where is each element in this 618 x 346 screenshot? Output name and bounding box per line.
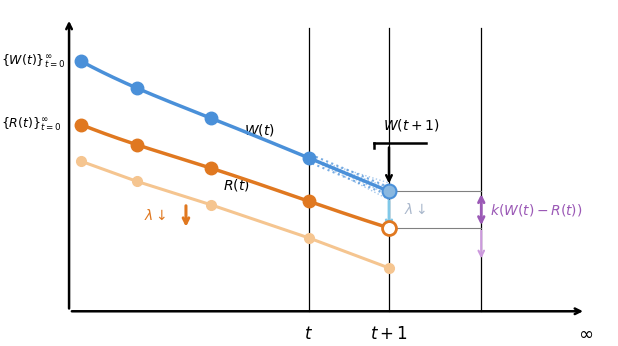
Text: $k(W(t)-R(t))$: $k(W(t)-R(t))$ bbox=[491, 202, 583, 218]
Text: $\lambda\downarrow$: $\lambda\downarrow$ bbox=[144, 209, 166, 224]
Text: $\{W(t)\}_{t=0}^{\infty}$: $\{W(t)\}_{t=0}^{\infty}$ bbox=[1, 53, 66, 70]
Text: $\{R(t)\}_{t=0}^{\infty}$: $\{R(t)\}_{t=0}^{\infty}$ bbox=[1, 116, 62, 134]
Text: $\lambda\downarrow$: $\lambda\downarrow$ bbox=[404, 203, 426, 217]
Text: $W(t+1)$: $W(t+1)$ bbox=[383, 117, 439, 133]
Text: $t$: $t$ bbox=[305, 325, 313, 343]
Text: $R(t)$: $R(t)$ bbox=[223, 177, 250, 193]
Text: $W(t)$: $W(t)$ bbox=[244, 122, 275, 138]
Text: $\infty$: $\infty$ bbox=[578, 325, 593, 343]
Text: $t+1$: $t+1$ bbox=[370, 325, 408, 343]
